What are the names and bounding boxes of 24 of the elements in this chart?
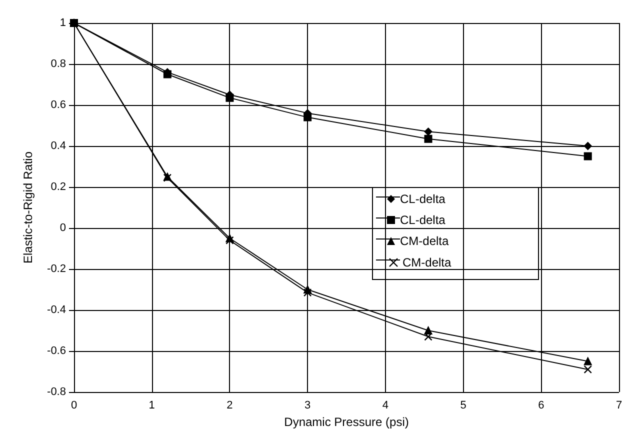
x-tick-label: 3: [304, 400, 311, 412]
y-tick-label: 0.8: [50, 58, 66, 70]
x-tick-label: 5: [460, 400, 466, 412]
y-tick-label: 0.4: [50, 140, 66, 152]
legend-label: CL-delta: [400, 192, 446, 206]
legend-label: CM-delta: [400, 234, 450, 248]
y-tick-label: -0.4: [47, 304, 66, 316]
y-axis-title: Elastic-to-Rigid Ratio: [21, 151, 35, 264]
y-tick-label: 0.6: [50, 99, 66, 111]
x-tick-label: 4: [382, 400, 388, 412]
x-tick-label: 1: [148, 400, 155, 412]
x-tick-label: 7: [616, 400, 622, 412]
legend-label: CL-delta: [400, 213, 446, 227]
y-tick-label: 0.2: [50, 181, 66, 193]
y-tick-label: -0.8: [47, 386, 66, 398]
x-axis-title: Dynamic Pressure (psi): [284, 414, 409, 429]
x-tick-label: 2: [226, 400, 233, 412]
y-tick-label: -0.6: [47, 345, 66, 357]
y-tick-label: 1: [60, 17, 66, 29]
y-tick-label: -0.2: [47, 263, 66, 275]
x-tick-label: 6: [538, 400, 544, 412]
y-tick-label: 0: [60, 222, 66, 234]
legend-label: CM-delta: [402, 256, 452, 270]
x-tick-label: 0: [70, 400, 78, 412]
